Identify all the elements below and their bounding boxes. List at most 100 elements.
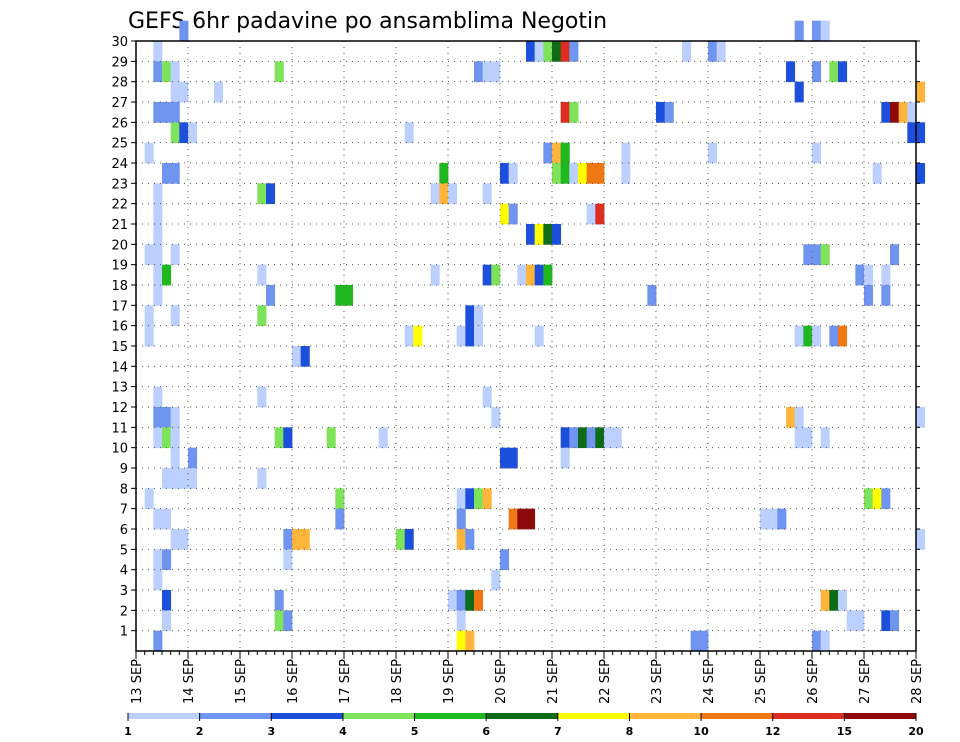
heatmap-cell <box>916 529 926 550</box>
y-tick-label: 27 <box>111 96 128 111</box>
y-tick-label: 7 <box>120 503 128 518</box>
heatmap-cell <box>465 488 475 510</box>
heatmap-cell <box>647 285 657 306</box>
heatmap-cell <box>474 325 484 347</box>
heatmap-cell <box>812 61 822 83</box>
heatmap-cell <box>881 610 891 632</box>
heatmap-cell <box>153 183 163 205</box>
heatmap-cell <box>162 468 172 489</box>
heatmap-cell <box>144 325 154 347</box>
y-tick-label: 8 <box>120 482 128 497</box>
heatmap-cell <box>560 41 570 62</box>
y-tick-label: 19 <box>111 259 128 274</box>
heatmap-cell <box>543 41 553 62</box>
heatmap-cell <box>682 41 692 62</box>
heatmap-cell <box>586 163 596 184</box>
heatmap-cell <box>335 508 345 530</box>
heatmap-cell <box>491 264 501 286</box>
heatmap-cell <box>465 325 475 347</box>
legend-swatch <box>844 713 917 719</box>
heatmap-cell <box>153 569 163 591</box>
heatmap-cell <box>162 102 172 123</box>
heatmap-cell <box>404 325 414 347</box>
heatmap-cell <box>170 102 180 123</box>
y-tick-label: 5 <box>120 543 128 558</box>
heatmap-cell <box>482 264 492 286</box>
heatmap-cell <box>690 630 700 652</box>
legend-label: 4 <box>339 725 347 738</box>
heatmap-cell <box>326 427 336 449</box>
heatmap-cell <box>274 427 284 449</box>
heatmap-cell <box>456 529 466 550</box>
heatmap-cell <box>699 630 709 652</box>
heatmap-cell <box>283 529 293 550</box>
heatmap-cell <box>526 508 536 530</box>
heatmap-cell <box>153 630 163 652</box>
heatmap-cell <box>170 81 180 103</box>
heatmap-cell <box>604 427 614 449</box>
heatmap-cell <box>153 224 163 245</box>
heatmap-cell <box>760 508 770 530</box>
heatmap-cell <box>595 163 605 184</box>
heatmap-cell <box>170 305 180 327</box>
heatmap-cell <box>456 488 466 510</box>
cells-layer <box>144 20 926 652</box>
heatmap-cell <box>170 61 180 83</box>
heatmap-cell <box>491 61 501 83</box>
heatmap-cell <box>378 427 388 449</box>
heatmap-cell <box>569 102 579 123</box>
legend-swatch <box>199 713 272 719</box>
legend-label: 5 <box>411 725 419 738</box>
heatmap-cell <box>153 203 163 225</box>
heatmap-cell <box>916 81 926 103</box>
x-tick-label: 16 SEP <box>286 659 301 704</box>
heatmap-cell <box>803 325 813 347</box>
y-tick-label: 11 <box>111 421 128 436</box>
heatmap-cell <box>491 407 501 428</box>
heatmap-cell <box>864 264 874 286</box>
legend-label: 1 <box>124 725 132 738</box>
x-tick-label: 18 SEP <box>390 659 405 704</box>
heatmap-cell <box>907 102 917 123</box>
heatmap-cell <box>404 122 414 144</box>
legend-swatch <box>486 713 559 719</box>
heatmap-cell <box>803 244 813 266</box>
heatmap-cell <box>456 325 466 347</box>
heatmap-cell <box>162 549 172 571</box>
heatmap-cell <box>439 183 449 205</box>
heatmap-cell <box>890 102 900 123</box>
heatmap-cell <box>846 610 856 632</box>
heatmap-cell <box>153 244 163 266</box>
heatmap-cell <box>170 122 180 144</box>
heatmap-cell <box>257 468 267 489</box>
heatmap-cell <box>162 264 172 286</box>
heatmap-cell <box>430 183 440 205</box>
heatmap-cell <box>144 142 154 164</box>
heatmap-cell <box>898 102 908 123</box>
heatmap-cell <box>578 163 588 184</box>
heatmap-cell <box>656 102 666 123</box>
heatmap-cell <box>829 590 839 611</box>
legend-swatch <box>557 713 630 719</box>
heatmap-cell <box>855 264 865 286</box>
heatmap-cell <box>820 20 830 42</box>
y-tick-label: 17 <box>111 299 128 314</box>
y-tick-label: 28 <box>111 76 128 91</box>
y-tick-label: 12 <box>111 401 128 416</box>
heatmap-cell <box>508 203 518 225</box>
heatmap-cell <box>430 264 440 286</box>
heatmap-cell <box>612 427 622 449</box>
heatmap-cell <box>838 590 848 611</box>
heatmap-cell <box>500 549 510 571</box>
y-tick-label: 20 <box>111 238 128 253</box>
heatmap-cell <box>794 325 804 347</box>
heatmap-cell <box>482 488 492 510</box>
heatmap-cell <box>552 163 562 184</box>
heatmap-cell <box>162 508 172 530</box>
x-tick-label: 15 SEP <box>234 659 249 704</box>
heatmap-cell <box>768 508 778 530</box>
y-tick-label: 22 <box>111 198 128 213</box>
heatmap-cell <box>153 427 163 449</box>
heatmap-cell <box>552 41 562 62</box>
heatmap-cell <box>465 630 475 652</box>
